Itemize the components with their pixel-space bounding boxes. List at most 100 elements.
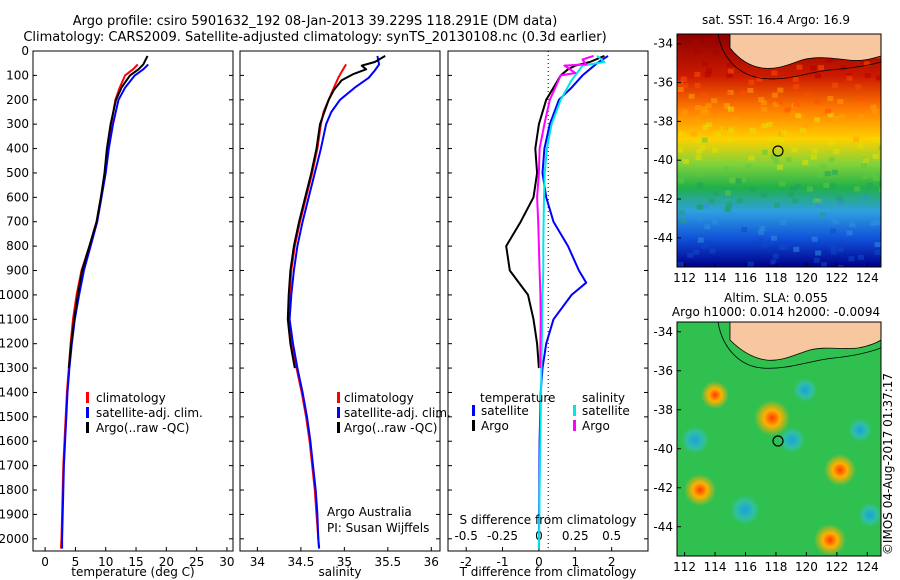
depth-tick-label: 1900 (0, 507, 29, 521)
sst-pixel (792, 198, 798, 204)
x-tick-label: 34 (250, 555, 265, 569)
sst-pixel (830, 245, 837, 251)
sst-pixel (781, 130, 787, 136)
sst-pixel (756, 76, 763, 82)
sst-pixel (777, 87, 784, 93)
s-difference-label: S difference from climatology (460, 513, 637, 527)
australia-land (729, 322, 881, 361)
sst-pixel (877, 95, 881, 101)
sst-pixel (703, 203, 709, 209)
series-line-satellite (537, 55, 606, 549)
sst-pixel (677, 147, 683, 153)
sst-pixel (811, 236, 818, 242)
difference-x-axis: -2 -1 0 1 2-0.5 -0.25 0 0.25 0.5 (454, 529, 621, 569)
sst-pixel (705, 122, 712, 127)
legend-label-climatology: climatology (96, 391, 166, 405)
sst-pixel (831, 169, 838, 175)
sst-pixel (793, 246, 800, 252)
sst-pixel (691, 131, 697, 137)
sst-pixel (725, 190, 731, 196)
sst-pixel (824, 171, 831, 177)
sst-pixel (709, 248, 716, 254)
t-difference-x-label: T difference from climatology (459, 565, 637, 579)
x-tick-label: 30 (219, 555, 234, 569)
sst-pixel (722, 124, 729, 130)
sst-pixel (874, 220, 881, 226)
sst-pixel (768, 136, 775, 142)
legend-label-t-argo: Argo (481, 419, 509, 433)
sst-pixel (697, 204, 703, 210)
sst-pixel (878, 182, 881, 187)
difference-panel: -2 -1 0 1 2-0.5 -0.25 0 0.25 0.5 T difference fr… (447, 50, 649, 579)
sst-pixel (767, 239, 774, 245)
sst-map: sat. SST: 16.4 Argo: 16.9 112 114 116 118 12… (653, 13, 882, 285)
sst-pixel (681, 109, 688, 115)
legend-label-s-satellite: satellite (582, 404, 630, 418)
x-tick-label: -1 (497, 555, 509, 569)
sst-pixel (699, 145, 706, 151)
sst-pixel (740, 177, 747, 183)
sst-pixel (695, 105, 701, 111)
sst-pixel (815, 202, 822, 208)
s-tick-label: -0.5 (454, 529, 477, 543)
lat-tick-label: -36 (653, 364, 673, 378)
sla-eddy (701, 381, 729, 409)
s-tick-label: -0.25 (487, 529, 518, 543)
sst-pixel (701, 243, 708, 249)
sst-pixel (761, 123, 768, 129)
australia-land (729, 34, 881, 69)
depth-tick-label: 500 (6, 166, 29, 180)
sst-pixel (701, 93, 708, 99)
sst-pixel (846, 230, 853, 236)
sst-pixel (830, 228, 836, 234)
depth-tick-label: 1300 (0, 361, 29, 375)
sst-pixel (693, 249, 700, 255)
depth-tick-label: 200 (6, 93, 29, 107)
series-line-argo (536, 54, 594, 369)
sla-map-frame (676, 321, 882, 557)
difference-depth-ticks (448, 50, 648, 540)
sst-pixel (828, 140, 835, 146)
depth-tick-label: 700 (6, 215, 29, 229)
sst-pixel (694, 72, 701, 77)
sst-pixel (727, 106, 734, 112)
sst-pixel (678, 131, 685, 137)
lon-tick-label: 114 (704, 560, 727, 574)
lat-tick-label: -38 (653, 403, 673, 417)
x-tick-label: 35.5 (374, 555, 401, 569)
sla-longitude-axis: 112 114 116 118 120 122 124 (673, 552, 879, 574)
lon-tick-label: 116 (734, 560, 757, 574)
sst-pixel (724, 91, 731, 97)
temperature-series (59, 55, 149, 549)
sst-pixel (678, 117, 685, 123)
lon-tick-label: 124 (856, 560, 879, 574)
sst-pixel (827, 96, 834, 102)
sst-pixel (732, 212, 739, 218)
sst-pixel (727, 68, 734, 74)
legend-label-argo: Argo(..raw -QC) (344, 421, 437, 435)
sst-pixel (693, 38, 700, 44)
sst-pixel (880, 37, 881, 43)
sst-pixel (839, 113, 846, 119)
sst-pixel (873, 175, 880, 181)
sst-pixel (726, 137, 733, 143)
sla-map-title-line2: Argo h1000: 0.014 h2000: -0.0094 (672, 305, 880, 319)
sst-pixel (784, 107, 791, 113)
sst-pixel (700, 110, 706, 116)
x-tick-label: 0 (535, 555, 543, 569)
sst-pixel (837, 99, 844, 104)
sst-pixel (854, 186, 861, 192)
sst-pixel (748, 155, 755, 161)
x-tick-label: 15 (128, 555, 143, 569)
legend-swatch-t-satellite (472, 405, 475, 416)
depth-tick-label: 600 (6, 190, 29, 204)
sla-eddy (684, 474, 716, 506)
depth-axis: 0 100 200 300 400 500 600 700 800 900 1000 1100 1200… (0, 44, 233, 546)
lon-tick-label: 124 (856, 271, 879, 285)
legend-swatch-climatology (86, 392, 89, 403)
depth-tick-label: 400 (6, 142, 29, 156)
legend-swatch-s-satellite (573, 405, 576, 416)
lon-tick-label: 118 (765, 271, 788, 285)
sst-pixel (695, 116, 702, 122)
